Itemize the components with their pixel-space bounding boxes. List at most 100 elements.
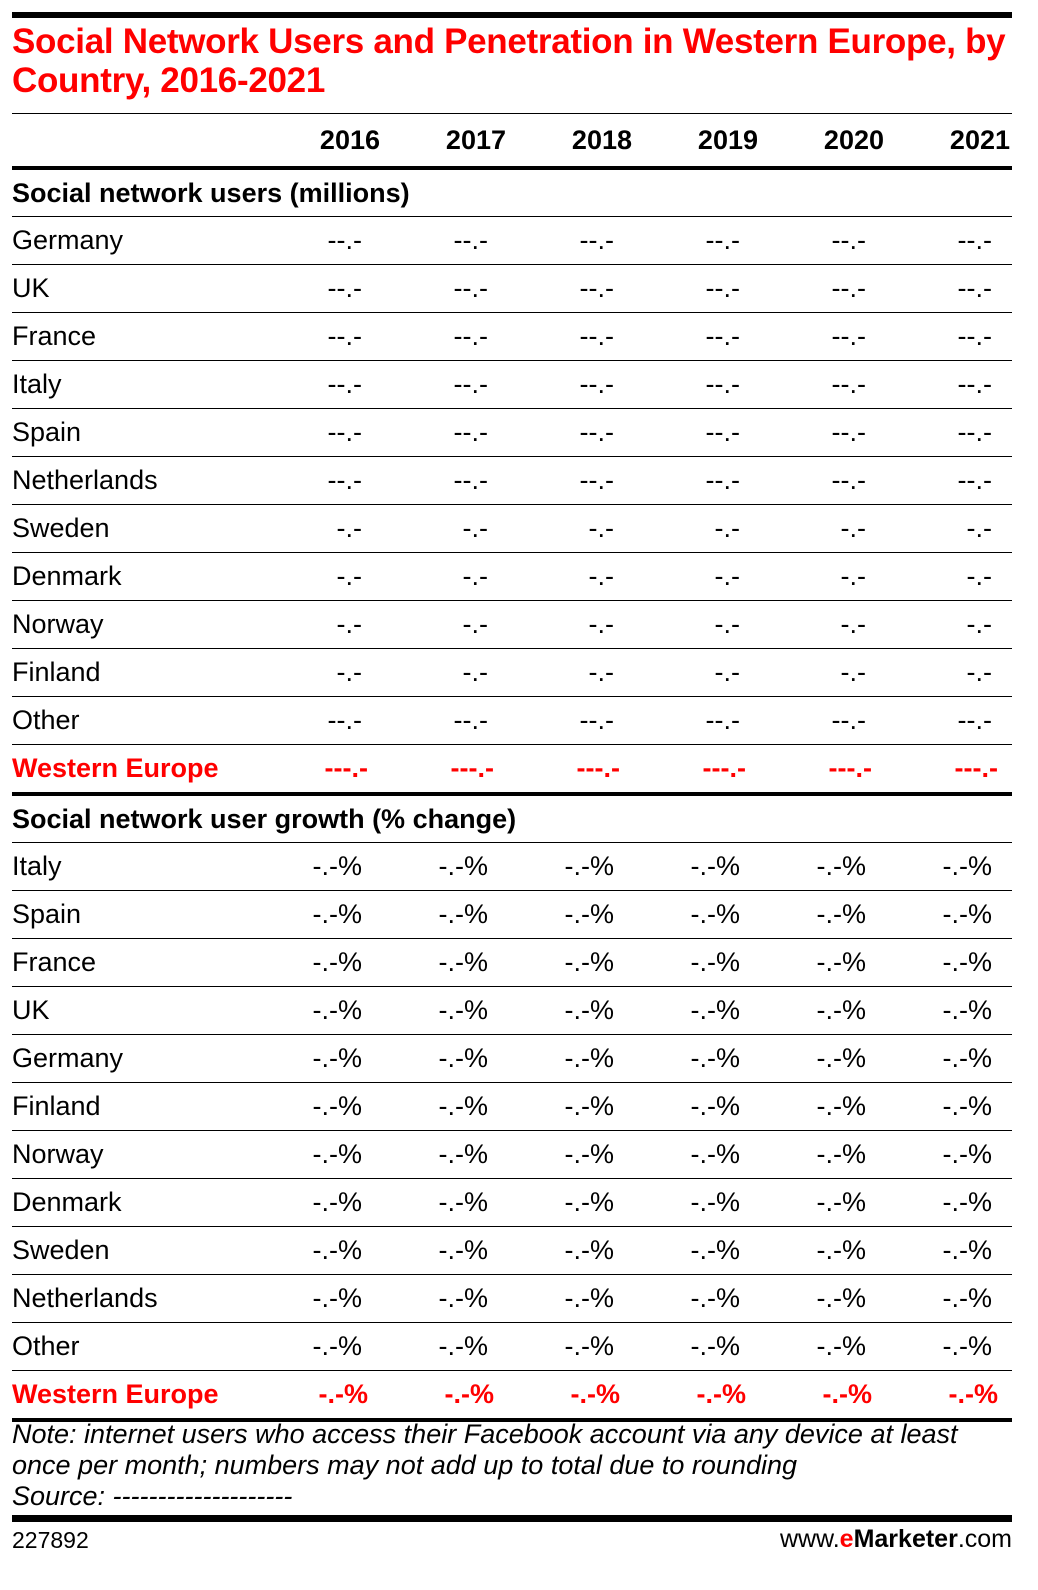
cell-value: --.- <box>382 216 508 265</box>
data-table: 2016 2017 2018 2019 2020 2021 Social network … <box>12 113 1012 1422</box>
cell-value: -.-% <box>382 1178 508 1227</box>
cell-value: -.-% <box>508 1178 634 1227</box>
cell-value: -.-% <box>634 842 760 891</box>
note-text: Note: internet users who access their Fa… <box>12 1419 958 1480</box>
section-heading-row: Social network user growth (% change) <box>12 794 1012 843</box>
table-row: Finland -.-% -.-% -.-% -.-% -.-% -.-% <box>12 1082 1012 1131</box>
cell-value: -.-% <box>382 842 508 891</box>
cell-value: --.- <box>256 312 382 361</box>
section-heading-row: Social network users (millions) <box>12 168 1012 217</box>
cell-value: -.-% <box>760 1226 886 1275</box>
cell-value: -.- <box>256 552 382 601</box>
cell-value: -.-% <box>634 938 760 987</box>
table-row: Germany -.-% -.-% -.-% -.-% -.-% -.-% <box>12 1034 1012 1083</box>
cell-value: -.-% <box>382 1082 508 1131</box>
cell-value: -.-% <box>760 842 886 891</box>
cell-value: --.- <box>886 312 1012 361</box>
cell-value: --.- <box>382 456 508 505</box>
cell-value: -.- <box>382 648 508 697</box>
cell-value: --.- <box>256 264 382 313</box>
table-row: Netherlands --.- --.- --.- --.- --.- --.- <box>12 456 1012 505</box>
section-heading: Social network users (millions) <box>12 168 1012 217</box>
brand-prefix: www. <box>779 1525 840 1553</box>
cell-value: --.- <box>508 216 634 265</box>
row-label: Spain <box>12 890 256 939</box>
cell-value: -.-% <box>634 1370 760 1422</box>
cell-value: -.-% <box>760 1082 886 1131</box>
cell-value: -.- <box>508 504 634 553</box>
cell-value: -.- <box>382 504 508 553</box>
cell-value: -.- <box>760 504 886 553</box>
header-blank <box>12 113 256 170</box>
cell-value: -.-% <box>508 890 634 939</box>
table-row: Italy -.-% -.-% -.-% -.-% -.-% -.-% <box>12 842 1012 891</box>
cell-value: -.-% <box>886 1370 1012 1422</box>
row-label: Denmark <box>12 552 256 601</box>
row-label: UK <box>12 264 256 313</box>
cell-value: -.-% <box>382 890 508 939</box>
cell-value: -.-% <box>760 1178 886 1227</box>
row-label: Netherlands <box>12 1274 256 1323</box>
cell-value: --.- <box>508 264 634 313</box>
cell-value: -.- <box>508 552 634 601</box>
top-rule <box>12 12 1012 18</box>
cell-value: -.-% <box>634 1226 760 1275</box>
cell-value: -.- <box>634 504 760 553</box>
header-row: 2016 2017 2018 2019 2020 2021 <box>12 113 1012 170</box>
cell-value: --.- <box>634 312 760 361</box>
year-header: 2020 <box>760 113 886 170</box>
table-row: Italy --.- --.- --.- --.- --.- --.- <box>12 360 1012 409</box>
cell-value: -.- <box>760 600 886 649</box>
cell-value: -.- <box>382 600 508 649</box>
cell-value: -.-% <box>886 938 1012 987</box>
cell-value: -.- <box>508 648 634 697</box>
cell-value: ---.- <box>760 744 886 796</box>
row-label: Netherlands <box>12 456 256 505</box>
cell-value: -.- <box>886 504 1012 553</box>
cell-value: --.- <box>760 312 886 361</box>
cell-value: -.- <box>634 600 760 649</box>
row-label: Western Europe <box>12 744 256 796</box>
table-row: Denmark -.- -.- -.- -.- -.- -.- <box>12 552 1012 601</box>
row-label: France <box>12 312 256 361</box>
cell-value: -.-% <box>760 890 886 939</box>
cell-value: -.-% <box>256 1082 382 1131</box>
cell-value: -.-% <box>382 1370 508 1422</box>
cell-value: -.-% <box>886 1082 1012 1131</box>
cell-value: -.-% <box>256 1226 382 1275</box>
cell-value: -.- <box>382 552 508 601</box>
brand-suffix: .com <box>957 1525 1012 1553</box>
cell-value: -.-% <box>886 1274 1012 1323</box>
cell-value: -.-% <box>634 890 760 939</box>
table-row: Spain -.-% -.-% -.-% -.-% -.-% -.-% <box>12 890 1012 939</box>
cell-value: ---.- <box>634 744 760 796</box>
cell-value: -.-% <box>760 1274 886 1323</box>
cell-value: -.-% <box>256 842 382 891</box>
year-header: 2021 <box>886 113 1012 170</box>
cell-value: -.-% <box>634 1322 760 1371</box>
row-label: France <box>12 938 256 987</box>
brand-e: e <box>839 1525 854 1553</box>
cell-value: -.-% <box>760 1322 886 1371</box>
cell-value: --.- <box>760 696 886 745</box>
cell-value: --.- <box>886 408 1012 457</box>
cell-value: -.-% <box>382 986 508 1035</box>
row-label: Finland <box>12 648 256 697</box>
footnote: Note: internet users who access their Fa… <box>12 1419 1012 1512</box>
cell-value: --.- <box>508 696 634 745</box>
row-label: Finland <box>12 1082 256 1131</box>
row-label: Norway <box>12 600 256 649</box>
row-label: Sweden <box>12 504 256 553</box>
row-label: Western Europe <box>12 1370 256 1422</box>
cell-value: -.-% <box>256 1178 382 1227</box>
cell-value: --.- <box>760 360 886 409</box>
cell-value: -.-% <box>760 1370 886 1422</box>
cell-value: --.- <box>382 696 508 745</box>
table-row: Denmark -.-% -.-% -.-% -.-% -.-% -.-% <box>12 1178 1012 1227</box>
cell-value: --.- <box>760 456 886 505</box>
cell-value: -.-% <box>508 1034 634 1083</box>
cell-value: -.-% <box>508 1130 634 1179</box>
table-row: Spain --.- --.- --.- --.- --.- --.- <box>12 408 1012 457</box>
cell-value: --.- <box>760 264 886 313</box>
year-header: 2016 <box>256 113 382 170</box>
